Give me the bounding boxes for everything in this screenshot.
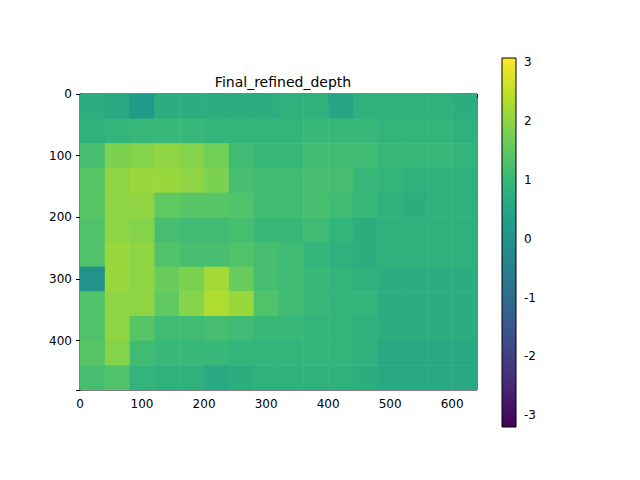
svg-text:-2: -2 xyxy=(524,349,536,363)
svg-text:0: 0 xyxy=(76,397,84,411)
svg-text:300: 300 xyxy=(255,397,278,411)
svg-text:0: 0 xyxy=(524,232,532,246)
svg-text:600: 600 xyxy=(441,397,464,411)
svg-text:-1: -1 xyxy=(524,291,536,305)
svg-text:3: 3 xyxy=(524,55,532,69)
svg-text:400: 400 xyxy=(49,334,72,348)
svg-text:1: 1 xyxy=(524,173,532,187)
svg-text:400: 400 xyxy=(317,397,340,411)
svg-text:500: 500 xyxy=(379,397,402,411)
svg-text:2: 2 xyxy=(524,114,532,128)
svg-text:100: 100 xyxy=(131,397,154,411)
svg-text:200: 200 xyxy=(49,210,72,224)
svg-text:0: 0 xyxy=(64,87,72,101)
svg-text:-3: -3 xyxy=(524,408,536,422)
svg-text:200: 200 xyxy=(193,397,216,411)
svg-text:Final_refined_depth: Final_refined_depth xyxy=(215,74,351,90)
svg-text:300: 300 xyxy=(49,272,72,286)
svg-text:100: 100 xyxy=(49,149,72,163)
